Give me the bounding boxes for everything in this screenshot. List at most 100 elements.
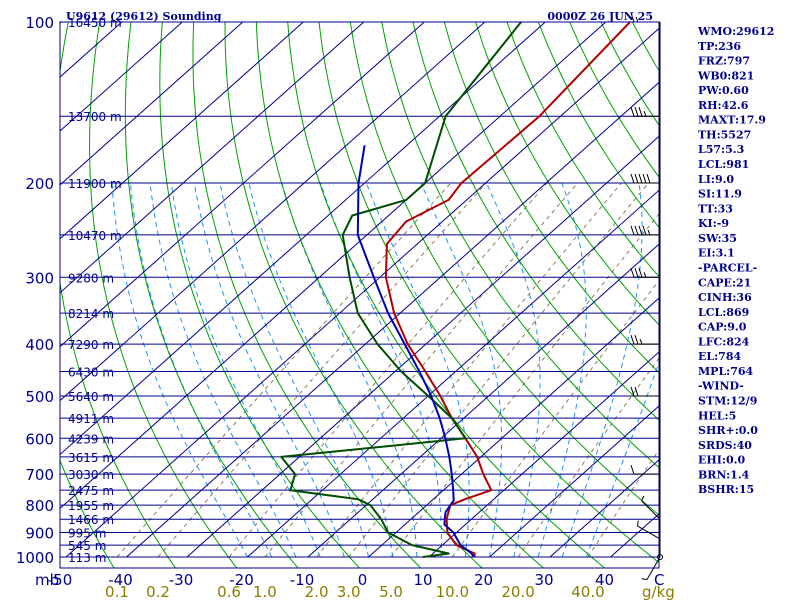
- temperature-tick-label: -30: [169, 571, 194, 589]
- temperature-tick-label: 20: [474, 571, 493, 589]
- parcel-profile: [358, 145, 475, 557]
- dry-adiabat: [789, 22, 800, 568]
- index-line: CAPE:21: [698, 276, 751, 289]
- height-label: 9280 m: [68, 271, 114, 285]
- temperature-tick-label: 10: [413, 571, 432, 589]
- pressure-label-500: 500: [25, 388, 54, 406]
- index-line: SRDS:40: [698, 439, 752, 452]
- index-line: FRZ:797: [698, 55, 750, 68]
- index-line: MAXT:17.9: [698, 114, 766, 127]
- pressure-label-400: 400: [25, 336, 54, 354]
- mixing-ratio-tick-label: 1.0: [253, 583, 277, 600]
- mixing-ratio-tick-label: 0.2: [146, 583, 170, 600]
- wind-barb: [631, 174, 660, 183]
- height-label: 995 m: [68, 527, 106, 541]
- pressure-unit-label: mb: [35, 571, 59, 589]
- moist-adiabats: [112, 183, 707, 557]
- index-line: LI:9.0: [698, 173, 734, 186]
- index-line: -WIND-: [698, 380, 744, 393]
- height-label: 113 m: [68, 551, 106, 565]
- isotherm--40: [127, 22, 727, 557]
- wind-barb: [631, 226, 660, 235]
- height-label: 13700 m: [68, 110, 122, 124]
- pressure-label-200: 200: [25, 175, 54, 193]
- isotherm--50: [66, 22, 666, 557]
- height-label: 1955 m: [68, 499, 114, 513]
- dry-adiabats: [14, 22, 800, 568]
- isotherms: [0, 22, 800, 557]
- pressure-label-700: 700: [25, 466, 54, 484]
- index-line: SHR+:0.0: [698, 424, 758, 437]
- mixing-ratio-tick-label: 40.0: [571, 583, 604, 600]
- index-line: EL:784: [698, 350, 741, 363]
- dry-adiabat: [538, 22, 800, 568]
- stability-indices-panel: WMO:29612TP:236FRZ:797WB0:821PW:0.60RH:4…: [697, 25, 774, 496]
- mixing-ratio-tick-label: 2.0: [305, 583, 329, 600]
- mixing-ratio-line: [265, 183, 578, 557]
- moist-adiabat: [220, 183, 369, 557]
- dry-adiabat: [570, 22, 800, 568]
- pressure-label-900: 900: [25, 525, 54, 543]
- height-label: 545 m: [68, 539, 106, 553]
- height-label: 4239 m: [68, 432, 114, 446]
- index-line: CINH:36: [698, 291, 752, 304]
- isotherm--100: [0, 22, 364, 557]
- dry-adiabat: [160, 22, 360, 568]
- index-line: WB0:821: [697, 69, 754, 82]
- height-label: 6430 m: [68, 365, 114, 379]
- wind-barb: [631, 107, 660, 116]
- wind-barb: [631, 335, 660, 344]
- index-line: LCL:981: [698, 158, 749, 171]
- dry-adiabat: [319, 22, 666, 568]
- dry-adiabat: [758, 22, 800, 568]
- index-line: TT:33: [698, 202, 733, 215]
- height-label: 10470 m: [68, 229, 122, 243]
- temperature-tick-label: 30: [534, 571, 553, 589]
- index-line: HEL:5: [698, 409, 736, 422]
- index-line: SI:11.9: [698, 188, 742, 201]
- height-label: 8214 m: [68, 307, 114, 321]
- index-line: L57:5.3: [698, 143, 744, 156]
- pressure-label-1000: 1000: [16, 549, 54, 567]
- index-line: RH:42.6: [698, 99, 749, 112]
- index-line: TP:236: [698, 40, 741, 53]
- height-label: 4911 m: [68, 412, 114, 426]
- mixing-ratio-line: [452, 183, 735, 557]
- index-line: CAP:9.0: [698, 321, 747, 334]
- index-line: MPL:764: [698, 365, 754, 378]
- height-label: 3030 m: [68, 468, 114, 482]
- sounding-time: 0000Z 26 JUN 25: [547, 10, 653, 23]
- mixing-ratio-line: [588, 183, 800, 557]
- mixing-ratio-line: [391, 183, 684, 557]
- mixing-ratio-line: [229, 183, 547, 557]
- mixing-ratio-tick-label: 5.0: [379, 583, 403, 600]
- height-label: 3615 m: [68, 451, 114, 465]
- index-line: EHI:0.0: [698, 454, 745, 467]
- isobars: [60, 22, 659, 557]
- pressure-label-100: 100: [25, 14, 54, 32]
- index-line: BRN:1.4: [698, 468, 750, 481]
- mixing-ratio-tick-label: 10.0: [436, 583, 469, 600]
- index-line: STM:12/9: [698, 395, 757, 408]
- moist-adiabat: [150, 183, 296, 557]
- mixing-ratio-tick-label: 20.0: [501, 583, 534, 600]
- height-label: 7290 m: [68, 338, 114, 352]
- pressure-label-800: 800: [25, 497, 54, 515]
- moist-adiabat: [487, 183, 541, 557]
- isotherm-30: [550, 22, 800, 557]
- index-line: EI:3.1: [698, 247, 735, 260]
- index-line: PW:0.60: [698, 84, 749, 97]
- height-label: 2475 m: [68, 484, 114, 498]
- index-line: TH:5527: [698, 128, 751, 141]
- mixing-ratio-tick-label: 0.1: [105, 583, 129, 600]
- mixing-ratio-unit-label: g/kg: [642, 583, 675, 600]
- temperature-profile: [386, 22, 630, 557]
- index-line: SW:35: [698, 232, 737, 245]
- mixing-ratio-tick-label: 3.0: [337, 583, 361, 600]
- dry-adiabat: [350, 22, 727, 568]
- index-line: LCL:869: [698, 306, 749, 319]
- index-line: -PARCEL-: [698, 261, 757, 274]
